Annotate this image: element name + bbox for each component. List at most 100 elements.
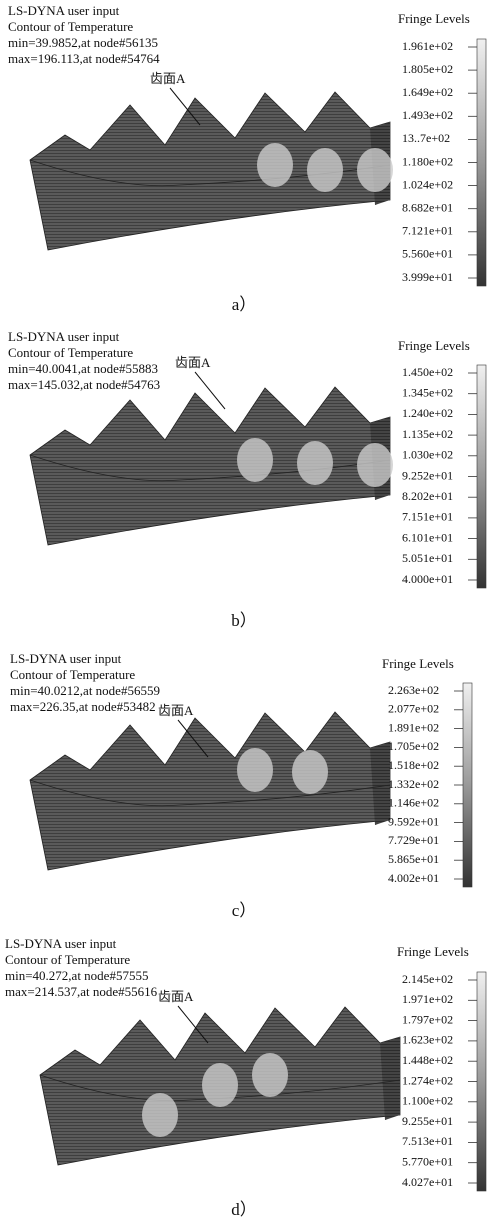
fringe-level: 6.101e+01 bbox=[402, 530, 453, 544]
annotation: 齿面A bbox=[175, 355, 211, 370]
fringe-level: 1.240e+02 bbox=[402, 406, 453, 420]
fringe-level: 1.146e+02 bbox=[388, 796, 439, 810]
fringe-level: 1.448e+02 bbox=[402, 1053, 453, 1067]
fringe-level: 13..7e+02 bbox=[402, 131, 450, 145]
fringe-level: 5.770e+01 bbox=[402, 1154, 453, 1168]
fringe-level: 5.865e+01 bbox=[388, 852, 439, 866]
fringe-scale bbox=[476, 971, 487, 1192]
header-line: LS-DYNA user input bbox=[8, 329, 120, 344]
fringe-level: 1.180e+02 bbox=[402, 154, 453, 168]
fringe-level: 9.255e+01 bbox=[402, 1114, 453, 1128]
gear-front bbox=[29, 386, 391, 546]
hot-spot bbox=[297, 441, 333, 485]
hot-spot bbox=[237, 748, 273, 792]
header-line: max=214.537,at node#55616 bbox=[5, 984, 158, 999]
hot-spot bbox=[142, 1093, 178, 1137]
fringe-level: 2.145e+02 bbox=[402, 972, 453, 986]
hot-spot bbox=[292, 750, 328, 794]
fringe-level: 7.121e+01 bbox=[402, 224, 453, 238]
annotation-leader bbox=[177, 1005, 209, 1044]
fringe-level: 9.252e+01 bbox=[402, 468, 453, 482]
header-line: max=226.35,at node#53482 bbox=[10, 699, 156, 714]
hot-spot bbox=[257, 143, 293, 187]
header-line: min=40.0041,at node#55883 bbox=[8, 361, 158, 376]
fringe-level: 4.027e+01 bbox=[402, 1175, 453, 1189]
gear-side bbox=[370, 742, 390, 825]
fringe-level: 7.729e+01 bbox=[388, 833, 439, 847]
fringe-level: 1.100e+02 bbox=[402, 1094, 453, 1108]
annotation-leader bbox=[194, 371, 226, 410]
header-line: LS-DYNA user input bbox=[8, 3, 120, 18]
fringe-level: 1.518e+02 bbox=[388, 758, 439, 772]
annotation: 齿面A bbox=[150, 71, 186, 86]
fringe-level: 1.623e+02 bbox=[402, 1033, 453, 1047]
header-line: Contour of Temperature bbox=[8, 345, 133, 360]
fringe-level: 5.051e+01 bbox=[402, 551, 453, 565]
fringe-scale bbox=[462, 682, 473, 888]
header-line: Contour of Temperature bbox=[5, 952, 130, 967]
fringe-scale bbox=[476, 364, 487, 589]
fringe-level: 1.345e+02 bbox=[402, 385, 453, 399]
gear-side bbox=[380, 1037, 400, 1120]
fringe-level: 1.030e+02 bbox=[402, 448, 453, 462]
caption: d） bbox=[231, 1200, 257, 1219]
fringe-level: 5.560e+01 bbox=[402, 247, 453, 261]
hot-spot bbox=[357, 148, 393, 192]
gear-model bbox=[29, 711, 391, 871]
header-line: LS-DYNA user input bbox=[10, 651, 122, 666]
fringe-scale bbox=[476, 38, 487, 287]
fringe-level: 1.805e+02 bbox=[402, 62, 453, 76]
caption: b） bbox=[231, 611, 257, 630]
annotation: 齿面A bbox=[158, 703, 194, 718]
gear-edge bbox=[29, 779, 391, 807]
fringe-level: 7.151e+01 bbox=[402, 510, 453, 524]
header-line: min=39.9852,at node#56135 bbox=[8, 35, 158, 50]
hot-spot bbox=[202, 1063, 238, 1107]
fringe-level: 4.000e+01 bbox=[402, 572, 453, 586]
header-line: max=145.032,at node#54763 bbox=[8, 377, 160, 392]
fringe-level: 1.961e+02 bbox=[402, 39, 453, 53]
fringe-level: 1.135e+02 bbox=[402, 427, 453, 441]
header-line: min=40.272,at node#57555 bbox=[5, 968, 148, 983]
gear-model bbox=[39, 1006, 401, 1166]
fringe-level: 1.649e+02 bbox=[402, 85, 453, 99]
fringe-level: 1.797e+02 bbox=[402, 1012, 453, 1026]
fringe-level: 1.705e+02 bbox=[388, 739, 439, 753]
fringe-level: 2.263e+02 bbox=[388, 683, 439, 697]
fringe-level: 1.332e+02 bbox=[388, 777, 439, 791]
fringe-level: 2.077e+02 bbox=[388, 702, 439, 716]
gear-front bbox=[29, 91, 391, 251]
fringe-level: 3.999e+01 bbox=[402, 270, 453, 284]
header-line: LS-DYNA user input bbox=[5, 936, 117, 951]
header-line: min=40.0212,at node#56559 bbox=[10, 683, 160, 698]
fringe-level: 1.971e+02 bbox=[402, 992, 453, 1006]
fringe-level: 4.002e+01 bbox=[388, 871, 439, 885]
gear-model bbox=[29, 91, 393, 251]
caption: c） bbox=[232, 901, 257, 920]
fringe-title: Fringe Levels bbox=[397, 944, 469, 959]
hot-spot bbox=[252, 1053, 288, 1097]
fringe-level: 9.592e+01 bbox=[388, 814, 439, 828]
fringe-title: Fringe Levels bbox=[398, 338, 470, 353]
header-line: Contour of Temperature bbox=[10, 667, 135, 682]
fringe-level: 1.450e+02 bbox=[402, 365, 453, 379]
fringe-level: 1.891e+02 bbox=[388, 720, 439, 734]
fringe-level: 1.493e+02 bbox=[402, 108, 453, 122]
annotation: 齿面A bbox=[158, 989, 194, 1004]
fringe-level: 1.024e+02 bbox=[402, 177, 453, 191]
gear-front bbox=[29, 711, 391, 871]
gear-edge bbox=[39, 1074, 401, 1102]
caption: a） bbox=[232, 295, 257, 314]
fringe-level: 8.682e+01 bbox=[402, 200, 453, 214]
annotation-leader bbox=[177, 719, 209, 758]
hot-spot bbox=[307, 148, 343, 192]
fringe-level: 8.202e+01 bbox=[402, 489, 453, 503]
hot-spot bbox=[237, 438, 273, 482]
annotation-leader bbox=[169, 87, 201, 126]
gear-model bbox=[29, 386, 393, 546]
fringe-level: 1.274e+02 bbox=[402, 1073, 453, 1087]
